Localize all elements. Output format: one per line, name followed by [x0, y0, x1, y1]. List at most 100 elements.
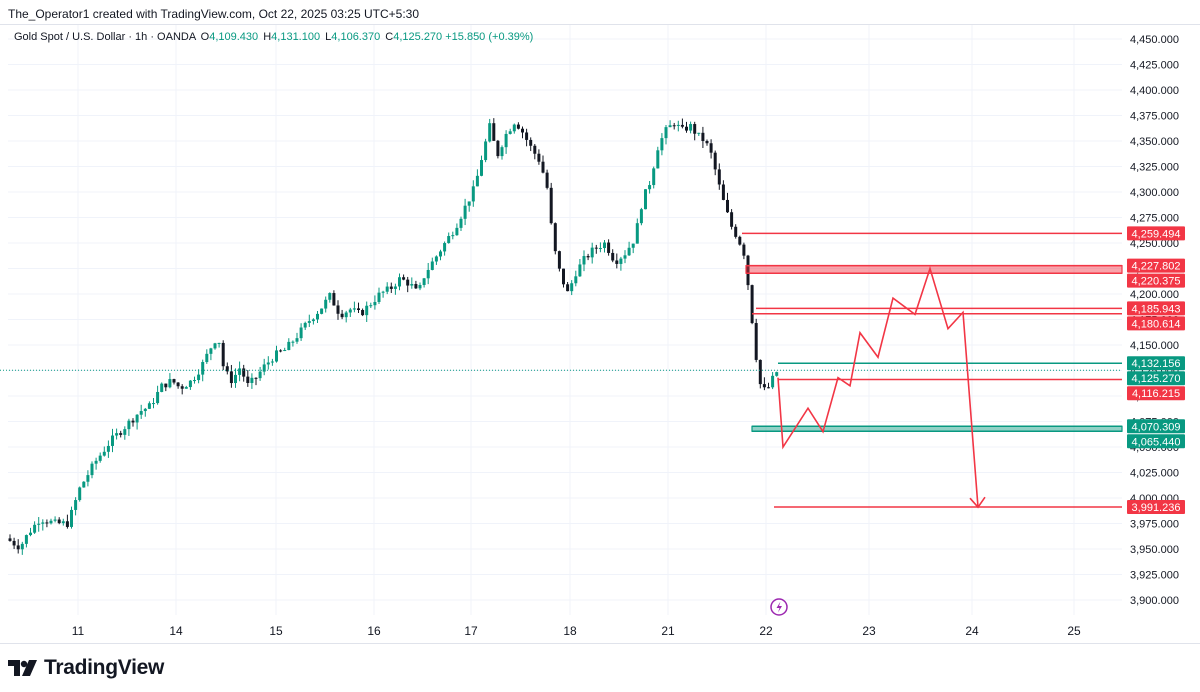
time-tick-label: 22 — [759, 624, 773, 638]
zones — [745, 265, 1123, 432]
candle-body — [119, 433, 123, 435]
candle-body — [615, 260, 619, 264]
price-tick-label: 4,275.000 — [1130, 213, 1179, 225]
candle-body — [570, 283, 574, 292]
candle-body — [467, 201, 471, 206]
candle-body — [336, 305, 340, 314]
candles — [8, 118, 779, 555]
price-badge-label: 4,227.802 — [1132, 261, 1181, 273]
candle-body — [131, 420, 135, 423]
candle-body — [303, 322, 307, 328]
candle-body — [750, 285, 754, 324]
candle-body — [562, 268, 565, 285]
candle-body — [611, 252, 615, 261]
chart-caption: The_Operator1 created with TradingView.c… — [8, 7, 420, 21]
candle-body — [381, 291, 385, 293]
candle-body — [590, 247, 594, 258]
candle-body — [775, 372, 779, 376]
candle-body — [537, 153, 541, 162]
price-badge-label: 4,132.156 — [1132, 358, 1181, 370]
candle-body — [152, 403, 155, 405]
candle-body — [516, 124, 520, 129]
candle-body — [635, 223, 639, 244]
candle-body — [33, 524, 37, 533]
candle-body — [459, 218, 463, 228]
candle-body — [205, 353, 209, 363]
price-tick-label: 4,150.000 — [1130, 340, 1179, 352]
grid-lines — [8, 25, 1122, 615]
candle-body — [65, 521, 69, 527]
candle-body — [299, 327, 303, 339]
tradingview-logo[interactable]: TradingView — [8, 656, 164, 680]
candle-body — [147, 403, 151, 409]
candle-body — [709, 143, 713, 153]
symbol-name[interactable]: Gold Spot / U.S. Dollar · 1h · OANDA — [14, 31, 196, 43]
candle-body — [229, 371, 233, 384]
candle-body — [767, 387, 770, 389]
candle-body — [135, 414, 139, 423]
candle-body — [439, 251, 442, 257]
candle-body — [139, 411, 143, 415]
chart-frame — [0, 24, 1200, 644]
candle-body — [262, 364, 266, 372]
candle-body — [164, 383, 168, 388]
candle-body — [603, 242, 606, 249]
candle-body — [631, 243, 635, 248]
candle-body — [406, 279, 410, 286]
candle-body — [644, 189, 647, 210]
candle-body — [361, 309, 365, 316]
candle-body — [385, 286, 389, 292]
candle-body — [201, 362, 205, 375]
price-badges: 4,259.494 4,227.802 4,220.375 4,185.943 4,18… — [1127, 226, 1185, 514]
candle-body — [123, 429, 127, 435]
candle-body — [279, 350, 283, 352]
candle-body — [209, 348, 213, 354]
candle-body — [578, 264, 582, 277]
price-badge — [1127, 301, 1185, 316]
candle-body — [398, 277, 401, 287]
time-tick-label: 17 — [464, 624, 478, 638]
candle-body — [340, 313, 344, 318]
candle-body — [627, 247, 631, 256]
time-tick-label: 21 — [661, 624, 675, 638]
candle-body — [726, 199, 729, 213]
candle-body — [730, 212, 734, 227]
candle-body — [623, 255, 627, 259]
price-tick-label: 4,300.000 — [1130, 187, 1179, 199]
candle-body — [771, 375, 775, 388]
time-tick-label: 25 — [1067, 624, 1081, 638]
candle-body — [598, 248, 602, 250]
price-badge — [1127, 356, 1185, 371]
projection-polyline — [777, 265, 979, 508]
price-badge — [1127, 258, 1185, 273]
candle-body — [246, 376, 250, 383]
price-badge — [1127, 226, 1185, 241]
candle-body — [508, 131, 512, 134]
candle-body — [324, 299, 328, 309]
candle-body — [488, 123, 492, 142]
price-badge-label: 4,065.440 — [1132, 436, 1181, 448]
price-badge-label: 4,220.375 — [1132, 276, 1181, 288]
price-badge-label: 4,259.494 — [1132, 228, 1181, 240]
tradingview-brand-text: TradingView — [44, 656, 165, 679]
candle-body — [184, 387, 188, 389]
candle-body — [746, 255, 750, 286]
candle-body — [242, 368, 246, 377]
candle-body — [74, 500, 78, 510]
candle-body — [762, 384, 766, 388]
candle-body — [512, 124, 516, 132]
price-badge — [1127, 273, 1185, 288]
candle-body — [393, 286, 397, 289]
candle-body — [172, 379, 176, 383]
candle-body — [664, 127, 668, 139]
candle-body — [533, 145, 537, 154]
candle-body — [410, 284, 414, 286]
candle-body — [529, 139, 533, 146]
price-tick-label: 4,325.000 — [1130, 162, 1179, 174]
candle-body — [90, 463, 94, 476]
candle-body — [168, 379, 172, 388]
candle-body — [717, 169, 721, 185]
open-value: 4,109.430 — [209, 31, 259, 43]
change-value: +15.850 (+0.39%) — [445, 31, 534, 43]
